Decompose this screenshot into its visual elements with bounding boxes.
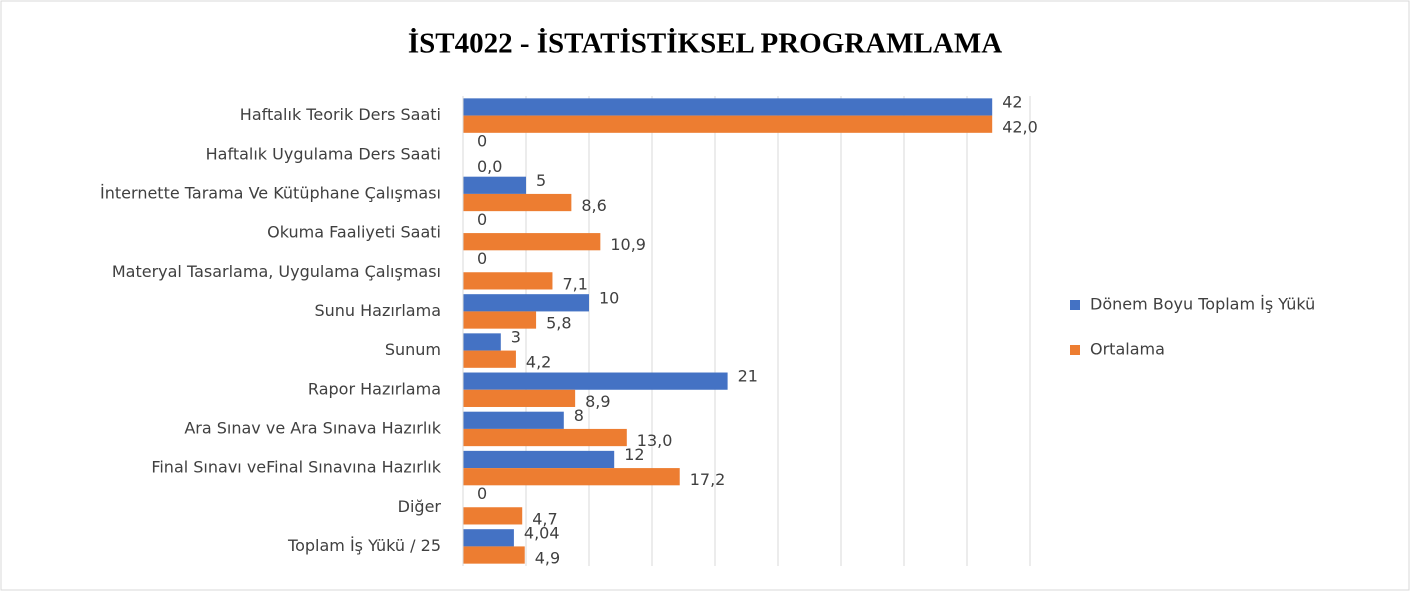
data-label: 13,0	[637, 431, 673, 450]
chart-title: İST4022 - İSTATİSTİKSEL PROGRAMLAMA	[408, 27, 1002, 60]
bar	[463, 507, 523, 525]
data-label: 5,8	[546, 314, 571, 333]
bar	[463, 428, 627, 447]
y-tick-label: Haftalık Teorik Ders Saati	[240, 105, 441, 124]
data-label: 5	[536, 171, 546, 190]
bar	[463, 389, 576, 407]
bar	[463, 193, 572, 212]
legend-label: Dönem Boyu Toplam İş Yükü	[1090, 295, 1315, 314]
data-label: 8,9	[585, 392, 610, 411]
bar	[463, 115, 993, 133]
data-label: 12	[624, 445, 644, 464]
y-tick-label: Toplam İş Yükü / 25	[287, 536, 441, 555]
bar	[463, 176, 526, 194]
data-label: 4,2	[526, 353, 551, 372]
data-label: 10	[599, 288, 619, 307]
y-tick-label: Sunum	[385, 340, 441, 359]
y-tick-label: Ara Sınav ve Ara Sınava Hazırlık	[184, 418, 441, 437]
data-label: 42,0	[1002, 118, 1038, 137]
data-label: 10,9	[610, 235, 646, 254]
data-label: 0,0	[477, 157, 502, 176]
legend-swatch	[1070, 345, 1080, 355]
bar	[463, 450, 615, 469]
y-tick-label: İnternette Tarama Ve Kütüphane Çalışması	[100, 183, 441, 202]
data-label: 42	[1002, 92, 1022, 111]
bar	[463, 529, 514, 547]
data-label: 4,9	[535, 549, 560, 568]
bar	[463, 546, 525, 564]
data-label: 3	[511, 327, 521, 346]
data-label: 8	[574, 406, 584, 425]
legend-swatch	[1070, 300, 1080, 310]
y-tick-label: Final Sınavı veFinal Sınavına Hazırlık	[151, 458, 441, 477]
y-tick-label: Materyal Tasarlama, Uygulama Çalışması	[112, 262, 441, 281]
bar	[463, 411, 564, 429]
y-tick-label: Diğer	[398, 497, 442, 516]
bar	[463, 372, 728, 390]
data-label: 8,6	[581, 196, 606, 215]
legend-label: Ortalama	[1090, 340, 1165, 359]
y-tick-label: Sunu Hazırlama	[314, 301, 441, 320]
bar	[463, 333, 501, 351]
data-label: 17,2	[690, 470, 726, 489]
bar	[463, 468, 680, 486]
bar	[463, 350, 516, 368]
data-label: 0	[477, 132, 487, 151]
y-tick-label: Rapor Hazırlama	[308, 379, 441, 398]
bar	[463, 233, 601, 251]
bar	[463, 98, 993, 116]
data-label: 21	[738, 367, 758, 386]
bar	[463, 311, 537, 329]
y-tick-label: Okuma Faaliyeti Saati	[267, 223, 441, 242]
data-label: 7,1	[562, 274, 587, 293]
data-label: 0	[477, 249, 487, 268]
data-label: 4,7	[532, 509, 557, 528]
bar	[463, 272, 553, 290]
data-label: 0	[477, 210, 487, 229]
data-label: 4,04	[524, 523, 560, 542]
y-tick-label: Haftalık Uygulama Ders Saati	[206, 144, 441, 163]
bar	[463, 294, 589, 312]
data-label: 0	[477, 484, 487, 503]
